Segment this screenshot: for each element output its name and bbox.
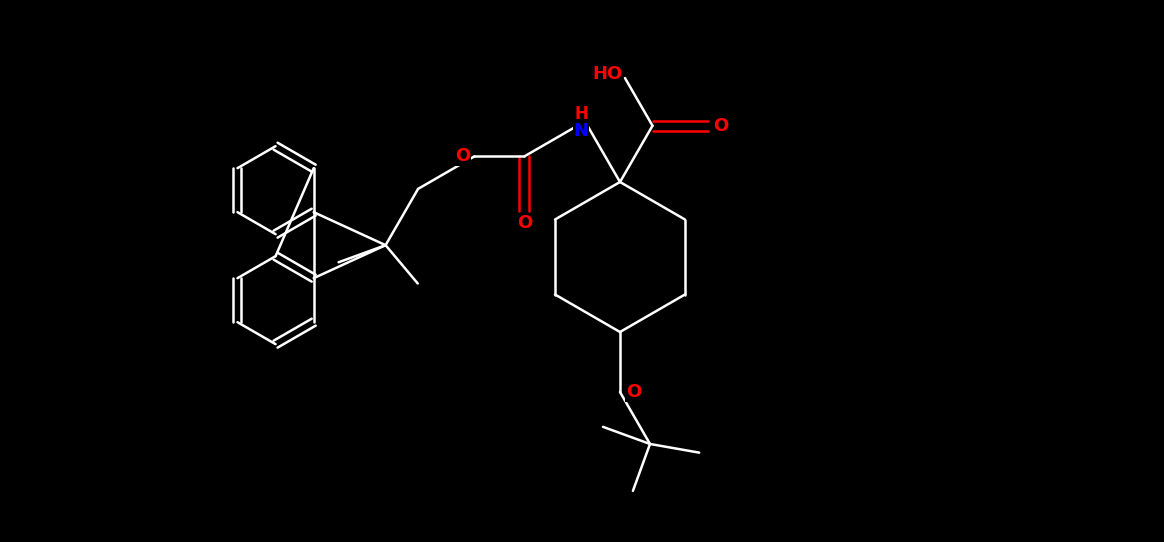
Text: N: N bbox=[574, 122, 589, 140]
Text: O: O bbox=[455, 147, 470, 165]
Text: O: O bbox=[712, 117, 729, 135]
Text: O: O bbox=[517, 215, 532, 233]
Text: HO: HO bbox=[591, 65, 622, 83]
Text: H: H bbox=[574, 105, 588, 124]
Text: O: O bbox=[626, 383, 641, 401]
